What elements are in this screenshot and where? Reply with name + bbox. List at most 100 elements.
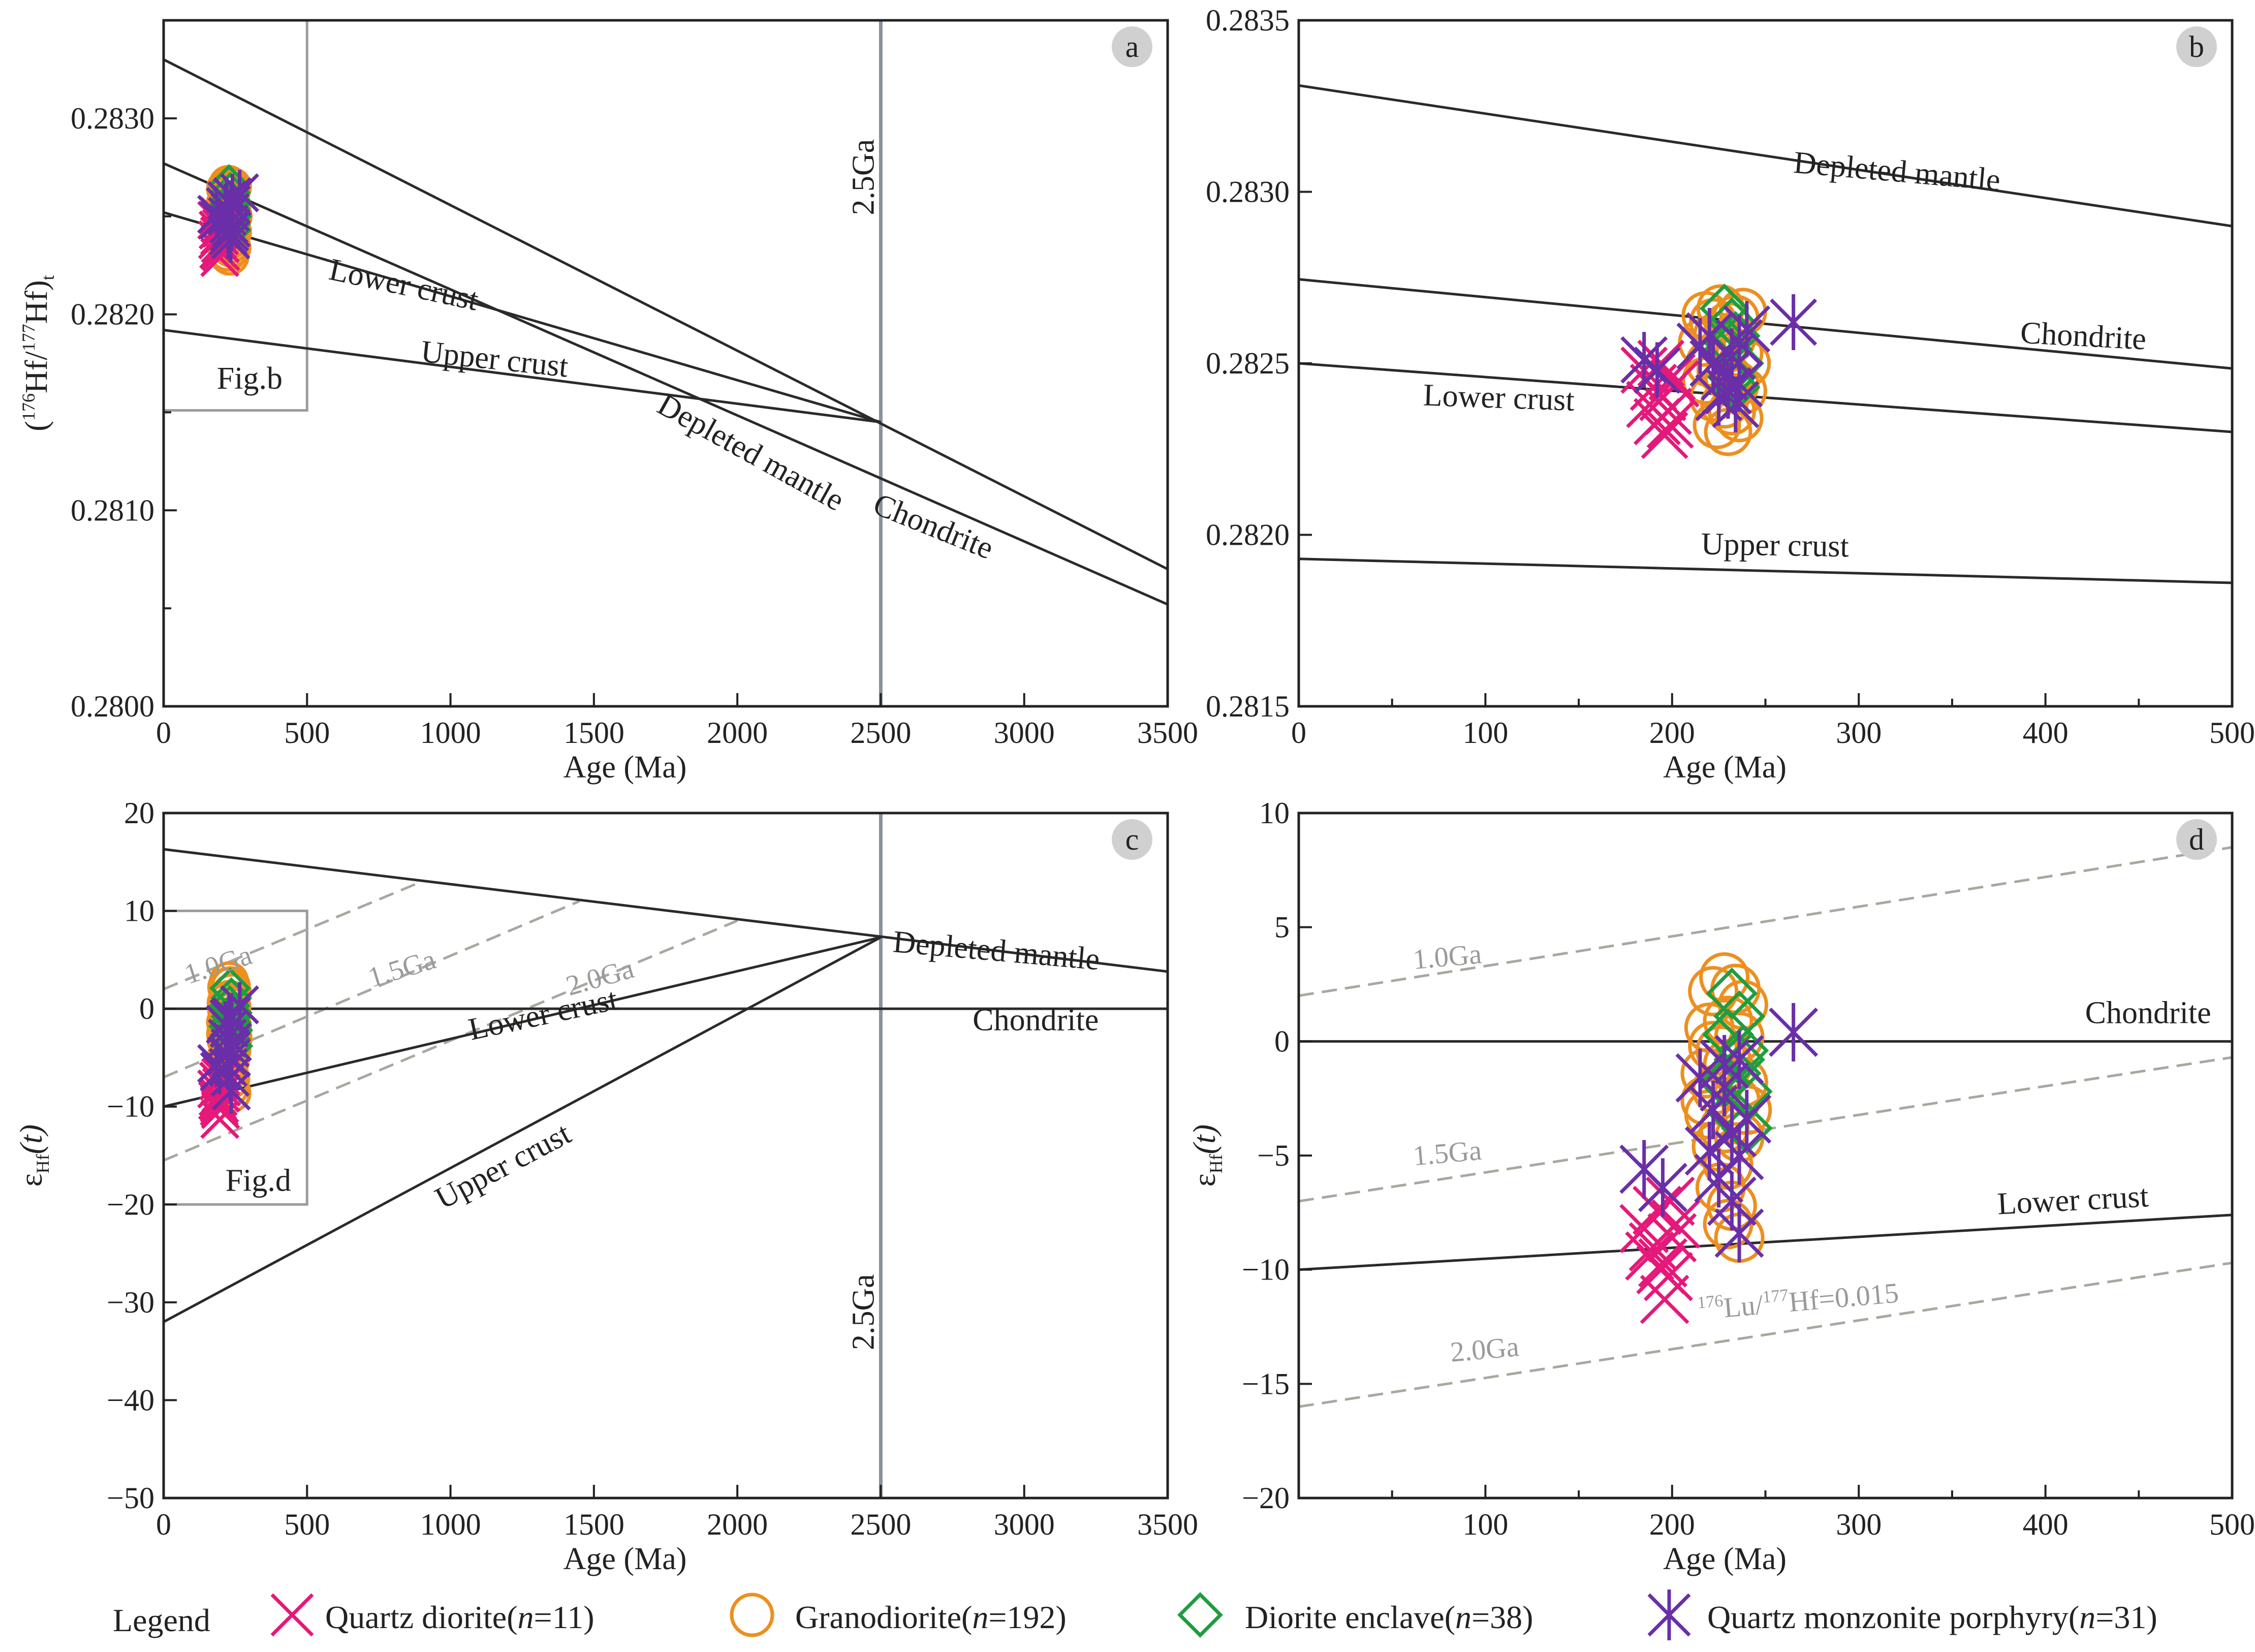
x-tick-label: 500 [284,716,330,750]
ref-line-depleted-mantle [164,848,1168,973]
ref-label-depleted-mantle: Depleted mantle [1792,145,2001,198]
x-mark-icon [270,1593,314,1637]
sup: 176 [18,393,39,421]
plot-area [164,813,1168,1498]
x-tick-label: 100 [1462,1508,1508,1541]
legend-entry-quartz-diorite: Quartz diorite(n=11) [270,1593,594,1637]
x-tick-label: 400 [2023,716,2069,750]
y-tick-label: −50 [107,1481,154,1515]
ref-line-chondrite [164,162,1168,606]
y-tick-label: 0.2835 [1206,4,1290,37]
legend-entry-diorite-enclave: Diorite enclave(n=38) [1177,1592,1533,1638]
ref-line-chondrite [1299,278,2232,370]
sup: 176 [1697,1292,1724,1313]
txt: Hf/ [19,351,54,393]
legend-marker-qd [270,1593,314,1637]
y-tick-label: −20 [1242,1481,1290,1515]
ref-line-lower-crust [164,936,882,1108]
ref-label-upper-crust: Upper crust [1701,526,1849,564]
x-tick-label: 1500 [563,1508,624,1541]
lu-hf-ratio-label: 176Lu/177Hf=0.015 [1697,1276,1900,1326]
txt: (t) [1187,1125,1222,1155]
txt: Hf) [19,280,54,324]
y-tick-label: 0.2820 [71,298,154,331]
panel-badge-circle [2176,819,2217,860]
y-tick-label: −40 [107,1383,154,1417]
y-tick-label: 0.2815 [1206,690,1290,723]
sub: Hf [33,1154,53,1173]
y-tick-label: 5 [1274,911,1290,944]
legend-n-symbol: n [972,1599,988,1635]
dashed-label-2.0Ga: 2.0Ga [1449,1331,1520,1368]
y-tick-label: 0.2800 [71,690,154,723]
legend-label-quartz-monzonite-porphyry: Quartz monzonite porphyry(n=31) [1707,1599,2157,1635]
dashed-line-1.5Ga [1299,1056,2232,1203]
x-tick-label: 0 [156,716,171,750]
sup: 177 [1762,1286,1789,1306]
legend-label-text: Quartz monzonite porphyry( [1707,1599,2079,1635]
y-tick-label: 20 [124,796,154,830]
panel-badge-label: d [2189,823,2204,856]
data-point-gd [1703,1199,1753,1250]
x-tick-label: 500 [2209,716,2255,750]
y-tick-label: 0.2825 [1206,347,1290,380]
y-tick-label: −10 [107,1090,154,1124]
legend-n-symbol: n [2079,1599,2095,1635]
circle-mark-icon [730,1593,774,1637]
x-tick-label: 200 [1649,1508,1695,1541]
x-tick-label: 300 [1836,716,1882,750]
legend-label-text: Granodiorite( [795,1599,972,1635]
y-tick-label: 0.2810 [71,493,154,527]
legend-n-symbol: n [518,1599,534,1635]
dashed-label-1.5Ga: 1.5Ga [364,944,440,994]
plot-area [164,20,1168,706]
x-axis-label: Age (Ma) [1663,1542,1787,1576]
x-tick-label: 100 [1462,716,1508,750]
txt: Hf=0.015 [1788,1277,1900,1318]
legend-label-diorite-enclave: Diorite enclave(n=38) [1245,1599,1533,1635]
dashed-line-2.0Ga [1299,1261,2232,1408]
ref-line-lower-crust [164,211,882,424]
plot-frame [1297,19,2234,708]
panel-b-hf-ratio-zoom: Depleted mantle Chondrite Lower crust Upper… [1206,4,2255,785]
data-point-qd [1641,412,1688,459]
inset-box [164,20,308,412]
txt: (t) [14,1125,49,1155]
sup: 177 [18,324,39,351]
inset-label: Fig.d [226,1163,291,1198]
ref-line-upper-crust [164,936,882,1323]
dashed-line-1.0Ga [1299,846,2232,997]
ref-line-lower-crust [1299,1213,2232,1271]
x-axis-label: Age (Ma) [1663,750,1787,785]
x-tick-label: 400 [2023,1508,2069,1541]
txt: ε [14,1173,49,1187]
legend-marker-de [1177,1592,1223,1638]
x-tick-label: 2500 [850,1508,911,1541]
asterisk-mark-icon [1647,1589,1691,1640]
x-tick-label: 1500 [563,716,624,750]
y-tick-label: 0.2820 [1206,518,1290,552]
legend-entry-granodiorite: Granodiorite(n=192) [730,1593,1067,1637]
plot-area [1299,846,2232,1408]
ref-label-chondrite: Chondrite [868,487,998,566]
dashed-label-1.0Ga: 1.0Ga [1412,938,1483,976]
x-tick-label: 0 [156,1508,171,1541]
dashed-label-1.5Ga: 1.5Ga [1412,1135,1483,1172]
legend-entry-quartz-monzonite-porphyry: Quartz monzonite porphyry(n=31) [1647,1589,2157,1640]
legend-label-text: Quartz diorite( [325,1599,518,1635]
legend-title: Legend [113,1602,210,1638]
data-point-qd [1638,1238,1687,1288]
ref-label-chondrite: Chondrite [973,1003,1099,1038]
y-axis-label: εHf(t) [14,1125,53,1187]
ref-line-depleted-mantle [164,58,1168,571]
y-axis-label: (176Hf/177Hf)t [18,275,58,431]
legend-label-granodiorite: Granodiorite(n=192) [795,1599,1067,1635]
panel-badge-label: b [2189,30,2204,64]
y-tick-label: −20 [107,1188,154,1221]
data-point-qd [1633,398,1681,446]
plot-area [1299,84,2232,584]
ref-line-depleted-mantle [1299,84,2232,228]
data-point-qd [1652,360,1700,408]
x-tick-label: 3000 [994,716,1055,750]
ref-label-depleted-mantle: Depleted mantle [892,924,1101,977]
